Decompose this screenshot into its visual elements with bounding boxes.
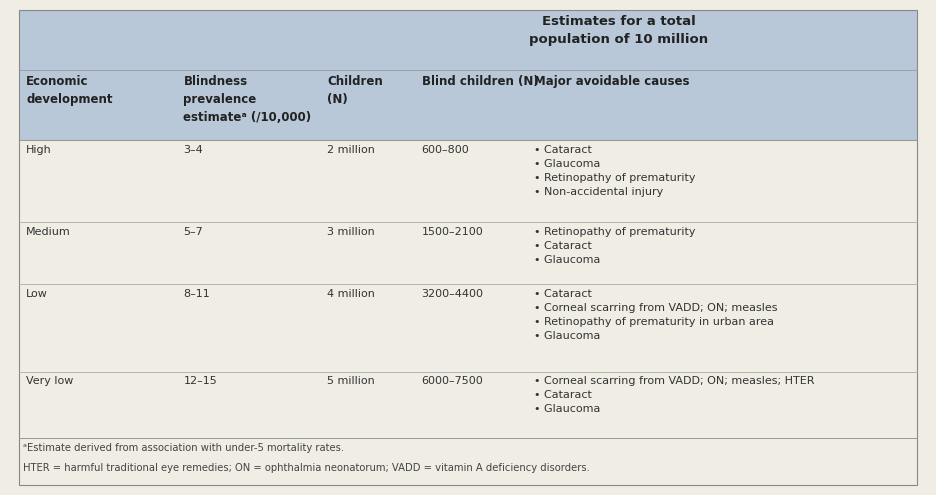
Text: 6000–7500: 6000–7500 <box>421 377 483 387</box>
Bar <box>19 140 917 222</box>
Text: 3200–4400: 3200–4400 <box>421 289 484 299</box>
Text: Medium: Medium <box>26 227 71 238</box>
Text: High: High <box>26 145 52 155</box>
Text: 8–11: 8–11 <box>183 289 211 299</box>
Text: Blind children (N): Blind children (N) <box>421 75 538 88</box>
Text: 3–4: 3–4 <box>183 145 203 155</box>
Text: HTER = harmful traditional eye remedies; ON = ophthalmia neonatorum; VADD = vita: HTER = harmful traditional eye remedies;… <box>23 463 591 473</box>
Text: 2 million: 2 million <box>328 145 375 155</box>
Text: 3 million: 3 million <box>328 227 375 238</box>
Text: Blindness
prevalence
estimateᵃ (/10,000): Blindness prevalence estimateᵃ (/10,000) <box>183 75 312 124</box>
Text: 5 million: 5 million <box>328 377 375 387</box>
Text: • Cataract
• Corneal scarring from VADD; ON; measles
• Retinopathy of prematurit: • Cataract • Corneal scarring from VADD;… <box>534 289 778 341</box>
Bar <box>19 222 917 284</box>
Bar <box>19 70 917 140</box>
Text: • Cataract
• Glaucoma
• Retinopathy of prematurity
• Non-accidental injury: • Cataract • Glaucoma • Retinopathy of p… <box>534 145 695 197</box>
Text: Very low: Very low <box>26 377 74 387</box>
Text: Economic
development: Economic development <box>26 75 112 106</box>
Text: 12–15: 12–15 <box>183 377 217 387</box>
Text: 4 million: 4 million <box>328 289 375 299</box>
Text: 1500–2100: 1500–2100 <box>421 227 483 238</box>
Text: • Retinopathy of prematurity
• Cataract
• Glaucoma: • Retinopathy of prematurity • Cataract … <box>534 227 695 265</box>
Text: Estimates for a total
population of 10 million: Estimates for a total population of 10 m… <box>529 15 708 46</box>
Bar <box>19 372 917 438</box>
Bar <box>19 438 917 485</box>
Text: ᵃEstimate derived from association with under-5 mortality rates.: ᵃEstimate derived from association with … <box>23 443 344 453</box>
Bar <box>19 284 917 372</box>
Bar <box>19 10 917 70</box>
Text: 600–800: 600–800 <box>421 145 469 155</box>
Text: 5–7: 5–7 <box>183 227 203 238</box>
Text: Children
(N): Children (N) <box>328 75 383 106</box>
Text: Low: Low <box>26 289 48 299</box>
Text: • Corneal scarring from VADD; ON; measles; HTER
• Cataract
• Glaucoma: • Corneal scarring from VADD; ON; measle… <box>534 377 814 414</box>
Text: Major avoidable causes: Major avoidable causes <box>534 75 690 88</box>
